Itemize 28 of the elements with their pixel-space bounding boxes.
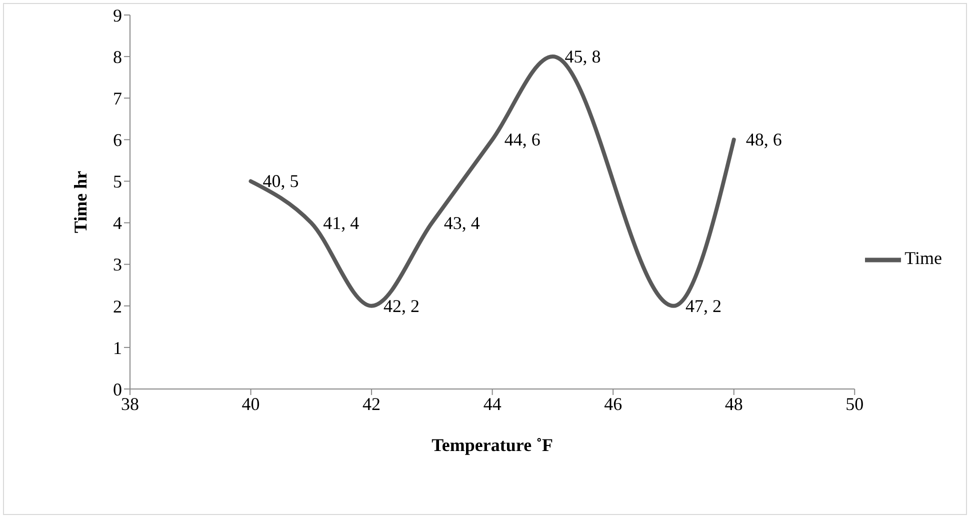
- x-tick-label: 46: [604, 394, 622, 414]
- x-tick-label: 48: [724, 394, 743, 414]
- y-tick-label: 1: [113, 338, 122, 358]
- y-tick-label: 3: [113, 254, 122, 275]
- y-tick-label: 8: [113, 46, 122, 67]
- x-tick-label: 44: [483, 394, 502, 414]
- data-label: 45, 8: [564, 46, 601, 67]
- y-tick-label: 9: [113, 5, 122, 26]
- y-tick-label: 7: [113, 88, 122, 108]
- y-axis-title: Time hr: [70, 170, 90, 234]
- x-tick-label: 42: [362, 394, 381, 414]
- legend-label: Time: [904, 248, 942, 268]
- data-label: 48, 6: [746, 130, 782, 150]
- y-tick-label: 6: [113, 130, 122, 150]
- y-tick-label: 2: [113, 296, 122, 316]
- x-tick-label: 40: [242, 394, 260, 414]
- data-label: 44, 6: [504, 130, 540, 150]
- data-label: 47, 2: [685, 296, 722, 316]
- x-axis-title: Temperature ˚F: [432, 435, 554, 455]
- data-label: 42, 2: [384, 296, 420, 316]
- x-tick-label: 38: [121, 394, 139, 414]
- data-label: 41, 4: [323, 212, 360, 233]
- y-tick-label: 0: [113, 379, 122, 400]
- y-tick-label: 4: [113, 213, 122, 234]
- data-label: 43, 4: [444, 212, 480, 233]
- x-tick-label: 50: [846, 394, 864, 414]
- y-tick-label: 5: [113, 172, 122, 192]
- data-label: 40, 5: [262, 171, 299, 192]
